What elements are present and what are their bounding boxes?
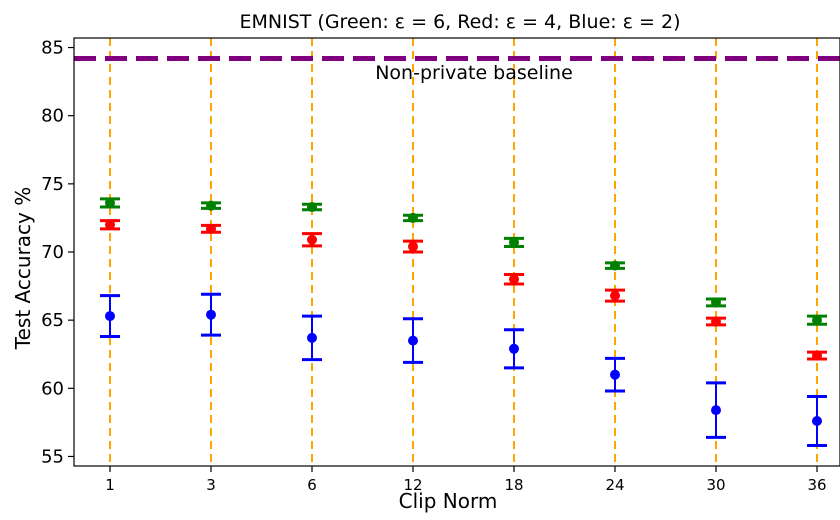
marker xyxy=(307,202,317,213)
marker xyxy=(408,335,418,346)
data-point xyxy=(504,328,524,370)
marker xyxy=(105,219,115,230)
marker xyxy=(812,416,822,427)
data-point xyxy=(403,317,423,364)
x-tick-label: 30 xyxy=(706,476,725,494)
data-point xyxy=(302,232,322,248)
y-axis: 55 60 65 70 75 80 85 xyxy=(41,38,74,467)
marker xyxy=(206,223,216,234)
x-tick-label: 3 xyxy=(206,476,216,494)
data-point xyxy=(302,202,322,213)
data-point xyxy=(403,212,423,223)
y-tick-label: 60 xyxy=(41,378,64,399)
x-axis: 1 3 6 12 18 24 30 36 xyxy=(105,466,827,494)
marker xyxy=(105,311,115,322)
marker xyxy=(206,200,216,211)
data-point xyxy=(403,239,423,254)
plot-frame xyxy=(73,37,840,467)
y-tick-label: 55 xyxy=(41,446,64,467)
marker xyxy=(408,212,418,223)
baseline-label: Non-private baseline xyxy=(375,62,573,84)
x-axis-label: Clip Norm xyxy=(399,489,498,513)
marker xyxy=(206,309,216,320)
marker xyxy=(307,234,317,245)
marker xyxy=(711,297,721,308)
marker xyxy=(610,260,620,271)
data-point xyxy=(100,219,120,231)
chart-title: EMNIST (Green: ε = 6, Red: ε = 4, Blue: … xyxy=(240,11,681,33)
data-point xyxy=(706,381,726,439)
data-point xyxy=(201,223,221,234)
data-point xyxy=(201,292,221,337)
y-tick-label: 70 xyxy=(41,242,64,263)
marker xyxy=(105,197,115,208)
data-point xyxy=(605,356,625,393)
x-tick-label: 18 xyxy=(504,476,523,494)
x-tick-label: 6 xyxy=(307,476,317,494)
x-tick-label: 36 xyxy=(807,476,826,494)
y-tick-label: 80 xyxy=(41,106,64,127)
data-point xyxy=(100,197,120,209)
marker xyxy=(610,290,620,301)
data-point xyxy=(100,294,120,339)
x-tick-label: 12 xyxy=(403,476,422,494)
y-tick-label: 65 xyxy=(41,310,64,331)
marker xyxy=(307,332,317,343)
marker xyxy=(408,241,418,252)
x-tick-label: 24 xyxy=(605,476,624,494)
data-point xyxy=(504,236,524,249)
y-tick-label: 75 xyxy=(41,174,64,195)
marker xyxy=(610,369,620,380)
marker xyxy=(509,274,519,285)
data-point xyxy=(706,316,726,327)
marker xyxy=(711,405,721,416)
marker xyxy=(509,237,519,248)
marker xyxy=(812,315,822,326)
data-point xyxy=(807,394,827,448)
y-axis-label: Test Accuracy % xyxy=(11,187,35,350)
y-tick-label: 85 xyxy=(41,38,64,59)
data-point xyxy=(201,200,221,211)
data-point xyxy=(807,314,827,326)
data-point xyxy=(706,297,726,308)
marker xyxy=(509,343,519,354)
plot-area xyxy=(74,38,840,466)
marker xyxy=(711,316,721,327)
data-point xyxy=(605,260,625,271)
marker xyxy=(812,350,822,361)
data-point xyxy=(504,272,524,286)
data-point xyxy=(605,288,625,303)
data-point xyxy=(302,314,322,362)
x-tick-label: 1 xyxy=(105,476,115,494)
data-point xyxy=(807,350,827,361)
